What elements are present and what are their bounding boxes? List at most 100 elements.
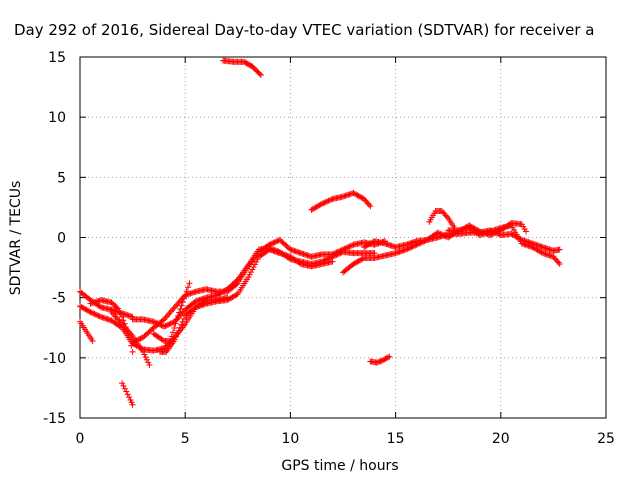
data-point [171, 304, 178, 311]
x-tick-label: 25 [597, 431, 615, 447]
x-tick-label: 5 [181, 431, 190, 447]
data-point [178, 302, 185, 309]
data-point [180, 295, 187, 302]
data-point [440, 209, 447, 216]
series-track-1 [77, 288, 136, 320]
data-point [438, 208, 445, 215]
data-point [96, 303, 103, 310]
data-points [77, 57, 563, 408]
y-axis-label: SDTVAR / TECUs [8, 181, 24, 296]
data-point [165, 311, 172, 318]
data-point [336, 250, 343, 257]
data-point [361, 195, 368, 202]
data-point [183, 288, 190, 295]
series-track-5 [108, 309, 153, 369]
series-track-9 [156, 246, 336, 355]
data-point [136, 336, 143, 343]
data-point [170, 305, 177, 312]
data-point [552, 256, 559, 263]
data-point [382, 355, 389, 362]
data-point [169, 319, 176, 326]
data-point [330, 253, 337, 260]
data-point [318, 200, 325, 207]
series-track-12 [308, 189, 374, 213]
data-point [246, 271, 253, 278]
data-point [437, 230, 444, 237]
data-point [186, 280, 193, 287]
y-tick-label: 0 [57, 231, 66, 247]
data-point [134, 336, 141, 343]
data-point [137, 335, 144, 342]
data-point [381, 356, 388, 363]
data-point [172, 320, 179, 327]
data-point [383, 355, 390, 362]
data-point [165, 321, 172, 328]
data-point [317, 201, 324, 208]
series-track-13 [367, 353, 393, 366]
data-point [92, 311, 99, 318]
data-point [495, 228, 502, 235]
data-point [86, 308, 93, 315]
data-point [556, 246, 563, 253]
data-point [538, 249, 545, 256]
data-point [249, 266, 256, 273]
data-point [123, 388, 130, 395]
data-point [145, 359, 152, 366]
data-point [167, 308, 174, 315]
data-point [556, 260, 563, 267]
data-point [385, 354, 392, 361]
data-point [489, 230, 496, 237]
data-point [132, 337, 139, 344]
data-point [178, 321, 185, 328]
data-point [185, 284, 192, 291]
data-point [379, 357, 386, 364]
data-point [94, 312, 101, 319]
data-point [272, 238, 279, 245]
x-tick-label: 20 [492, 431, 510, 447]
data-point [172, 302, 179, 309]
data-point [169, 307, 176, 314]
data-point [250, 263, 257, 270]
y-tick-label: 10 [48, 110, 66, 126]
series-track-11 [220, 57, 264, 79]
data-point [88, 309, 95, 316]
x-axis-label: GPS time / hours [281, 458, 398, 474]
series-track-8 [150, 280, 193, 344]
data-point [171, 336, 178, 343]
data-point [120, 382, 127, 389]
data-point [550, 253, 557, 260]
x-tick-label: 10 [281, 431, 299, 447]
data-point [150, 318, 157, 325]
data-point [143, 356, 150, 363]
data-point [119, 313, 126, 320]
data-point [142, 354, 149, 361]
data-point [115, 316, 122, 323]
data-point [162, 322, 169, 329]
data-point [434, 229, 441, 236]
data-point [296, 260, 303, 267]
data-point [333, 251, 340, 258]
data-point [325, 197, 332, 204]
data-point [174, 301, 181, 308]
y-tick-label: 15 [48, 50, 66, 66]
data-point [367, 203, 374, 210]
y-tick-label: -15 [43, 411, 66, 427]
data-point [95, 312, 102, 319]
data-point [359, 255, 366, 262]
data-point [119, 380, 126, 387]
data-point [364, 200, 371, 207]
data-point [346, 243, 353, 250]
data-point [173, 316, 180, 323]
data-point [345, 244, 352, 251]
plot-frame [79, 56, 607, 419]
data-point [96, 313, 103, 320]
data-point [487, 232, 494, 239]
series-track-16 [426, 208, 458, 231]
data-point [116, 308, 123, 315]
data-point [507, 220, 514, 227]
data-point [435, 230, 442, 237]
data-point [347, 242, 354, 249]
data-point [253, 258, 260, 265]
data-point [175, 299, 182, 306]
